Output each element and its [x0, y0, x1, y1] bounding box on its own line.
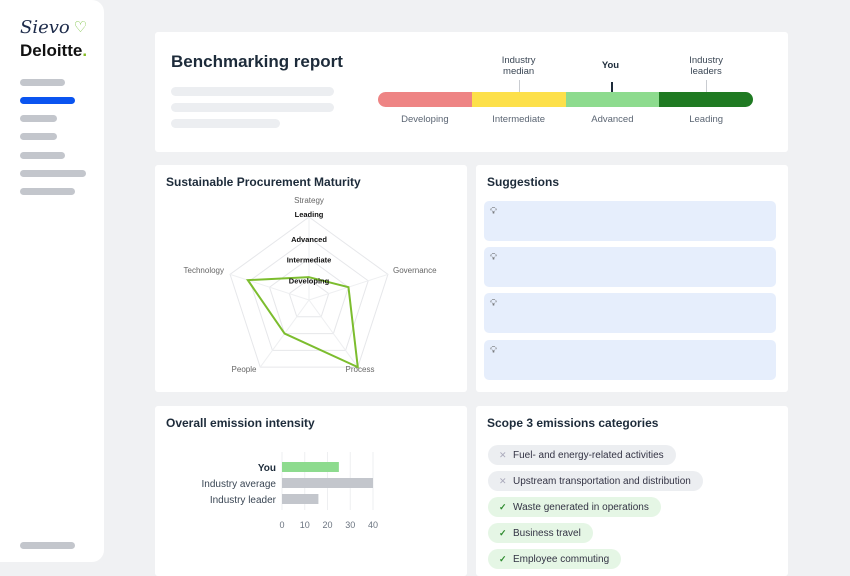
x-tick-label: 0 [279, 520, 284, 530]
x-tick-label: 10 [300, 520, 310, 530]
scope3-title: Scope 3 emissions categories [487, 416, 659, 430]
chip-label: Fuel- and energy-related activities [513, 450, 664, 461]
radar-axis-label: Technology [184, 266, 224, 275]
radar-axis-label: Process [346, 365, 375, 374]
x-tick-label: 30 [345, 520, 355, 530]
scale-segment-leading [659, 92, 753, 107]
radar-series [245, 276, 359, 369]
scale-label: Intermediate [492, 114, 546, 125]
nav-item[interactable] [20, 170, 86, 177]
suggestion-item[interactable]: 💡︎ [484, 293, 776, 333]
scale-label: Developing [401, 114, 449, 125]
radar-ring [229, 216, 389, 368]
radar-level-label: Intermediate [287, 256, 332, 265]
nav-item[interactable] [20, 542, 75, 549]
scale-label: Advanced [591, 114, 634, 125]
radar-ring [288, 278, 330, 318]
emission-title: Overall emission intensity [166, 416, 315, 430]
chip-label: Business travel [513, 528, 581, 539]
radar-title: Sustainable Procurement Maturity [166, 175, 361, 189]
radar-level-label: Developing [289, 276, 330, 285]
page-title: Benchmarking report [171, 52, 343, 71]
sidebar: Sievo ♡ Deloitte. [0, 0, 104, 562]
scale-segment-developing [378, 92, 472, 107]
radar-axis-label: Strategy [294, 196, 324, 205]
heart-icon: ♡ [73, 19, 88, 36]
nav-item[interactable] [20, 133, 57, 140]
sievo-logo: Sievo [20, 17, 70, 38]
check-icon: ✓ [499, 554, 507, 564]
bar-category-label: Industry leader [210, 495, 277, 506]
marker-label: You [601, 60, 620, 71]
radar-chart: Strategy Governance Process People Technolog… [184, 196, 438, 374]
scope3-category-chip[interactable]: ✓ Waste generated in operations [488, 497, 661, 517]
suggestions-title: Suggestions [487, 175, 560, 189]
lightbulb-icon: 💡︎ [490, 206, 497, 217]
chip-label: Employee commuting [513, 554, 610, 565]
bar-category-label: Industry average [202, 479, 277, 490]
lightbulb-icon: 💡︎ [490, 252, 497, 263]
radar-spoke [308, 299, 359, 368]
x-tick-label: 20 [322, 520, 332, 530]
scope3-card: Scope 3 emissions categories ✕ Fuel- and … [476, 406, 788, 576]
radar-axis-label: Governance [393, 266, 437, 275]
suggestion-item[interactable]: 💡︎ [484, 340, 776, 380]
deloitte-logo: Deloitte. [20, 41, 88, 60]
nav-item[interactable] [20, 115, 57, 122]
scope3-category-chip[interactable]: ✕ Upstream transportation and distributio… [488, 471, 703, 491]
emission-card: Overall emission intensity 0 10 20 30 40 You I… [155, 406, 467, 576]
suggestions-card: Suggestions 💡︎ 💡︎ 💡︎ 💡︎ [476, 165, 788, 392]
chip-label: Waste generated in operations [513, 502, 649, 513]
radar-axis-label: People [232, 365, 257, 374]
scale-segment-advanced [565, 92, 660, 107]
bar [282, 494, 319, 504]
radar-ring [249, 237, 369, 351]
bar [282, 462, 339, 472]
nav-item[interactable] [20, 188, 75, 195]
check-icon: ✓ [499, 502, 507, 512]
sievo-logo-row: Sievo ♡ [20, 17, 87, 39]
x-icon: ✕ [499, 476, 507, 486]
suggestion-item[interactable]: 💡︎ [484, 201, 776, 241]
scale-label: Leading [689, 114, 724, 125]
bar [282, 478, 373, 488]
scope3-category-chip[interactable]: ✕ Fuel- and energy-related activities [488, 445, 676, 465]
marker-line [518, 80, 520, 92]
check-icon: ✓ [499, 528, 507, 538]
lightbulb-icon: 💡︎ [490, 345, 497, 356]
bar-category-label: You [258, 463, 276, 474]
scope3-category-chip[interactable]: ✓ Employee commuting [488, 549, 622, 569]
radar-card: Sustainable Procurement Maturity Strateg… [155, 165, 467, 392]
marker-line [706, 80, 708, 92]
scope3-category-chip[interactable]: ✓ Business travel [488, 523, 593, 543]
nav-item-active[interactable] [20, 97, 75, 104]
marker-line [610, 82, 613, 92]
x-icon: ✕ [499, 450, 507, 460]
suggestion-item[interactable]: 💡︎ [484, 247, 776, 287]
nav-item[interactable] [20, 152, 65, 159]
placeholder-line [171, 119, 280, 128]
chip-label: Upstream transportation and distribution [513, 476, 691, 487]
x-tick-label: 40 [368, 520, 378, 530]
radar-level-label: Advanced [291, 235, 327, 244]
lightbulb-icon: 💡︎ [490, 298, 497, 309]
scale-segment-intermediate [471, 92, 566, 107]
radar-ring [268, 257, 350, 335]
placeholder-line [171, 103, 334, 112]
marker-label: Industry median [501, 55, 536, 77]
emission-bar-chart: 0 10 20 30 40 You Industry average Industry lea… [202, 452, 378, 530]
nav-item[interactable] [20, 79, 65, 86]
radar-spoke [229, 273, 310, 301]
marker-label: Industry leaders [689, 55, 724, 77]
placeholder-line [171, 87, 334, 96]
radar-level-label: Leading [295, 210, 324, 219]
